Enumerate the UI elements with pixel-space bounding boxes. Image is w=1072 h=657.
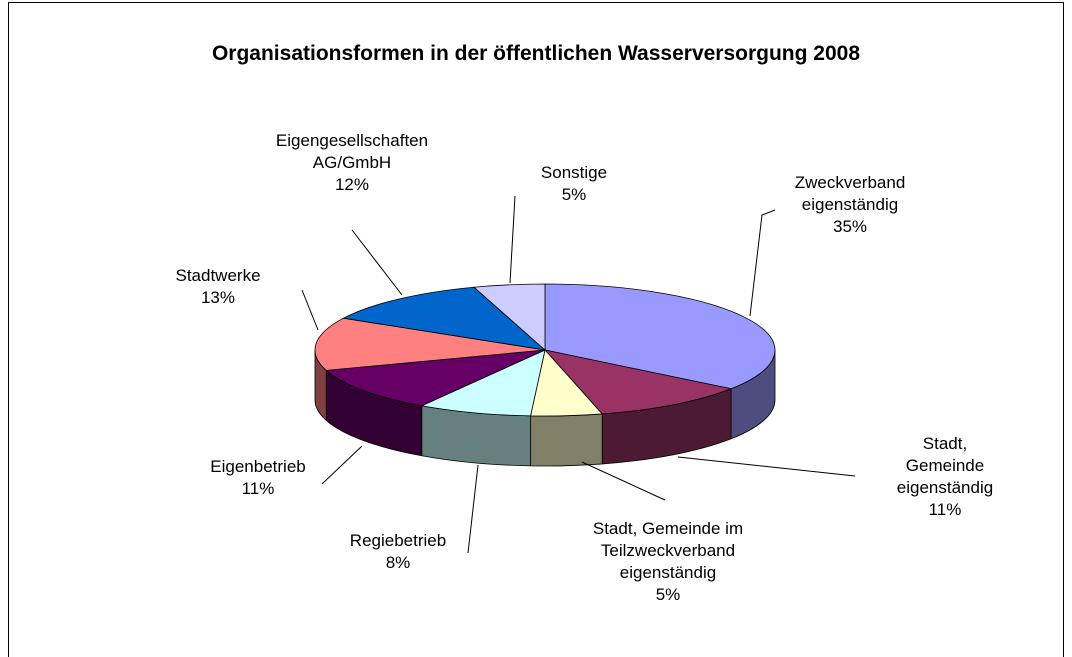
value-label: 5% [655, 585, 681, 604]
category-label: Stadt, Gemeinde eigenständig [896, 434, 994, 497]
leader-line [581, 461, 666, 501]
pie-slice [420, 349, 546, 417]
data-label: Stadtwerke 13% [175, 265, 260, 309]
pie-slice [342, 286, 547, 351]
pie-slice [325, 349, 546, 407]
category-label: Stadt, Gemeinde im Teilzweckverband eige… [592, 519, 744, 582]
leader-line [351, 229, 403, 296]
data-label: Sonstige 5% [541, 162, 607, 206]
leader-line [301, 289, 319, 331]
value-label: 35% [832, 217, 868, 236]
leader-line [321, 445, 363, 485]
value-label: 13% [200, 288, 236, 307]
data-label: Regiebetrieb 8% [350, 530, 446, 574]
leader-line [467, 464, 479, 554]
pie-tops [314, 283, 776, 417]
data-label: Stadt, Gemeinde im Teilzweckverband eige… [593, 518, 743, 606]
category-label: Zweckverband eigenständig [794, 173, 906, 214]
category-label: Stadtwerke [175, 266, 261, 285]
leader-line [749, 209, 776, 317]
data-label: Eigengesellschaften AG/GmbH 12% [276, 130, 428, 196]
value-label: 5% [561, 185, 587, 204]
value-label: 11% [241, 479, 275, 498]
pie-slice [314, 317, 546, 371]
pie-slice-side [530, 413, 603, 467]
pie-slice [544, 283, 776, 390]
chart-title: Organisationsformen in der öffentlichen … [211, 42, 861, 65]
data-label: Zweckverband eigenständig 35% [795, 172, 906, 238]
category-label: Eigengesellschaften AG/GmbH [275, 131, 429, 172]
data-label: Stadt, Gemeinde eigenständig 11% [882, 433, 1009, 521]
category-label: Eigenbetrieb [210, 457, 306, 476]
pie-sides [314, 349, 776, 467]
leader-line [509, 195, 516, 284]
data-label: Eigenbetrieb 11% [210, 456, 305, 500]
value-label: 12% [334, 175, 370, 194]
category-label: Sonstige [540, 163, 608, 182]
leader-line [677, 456, 856, 477]
value-label: 8% [385, 553, 411, 572]
pie-slice [543, 349, 733, 415]
category-label: Regiebetrieb [349, 531, 447, 550]
pie-slice [472, 283, 546, 351]
value-label: 11% [928, 500, 962, 519]
